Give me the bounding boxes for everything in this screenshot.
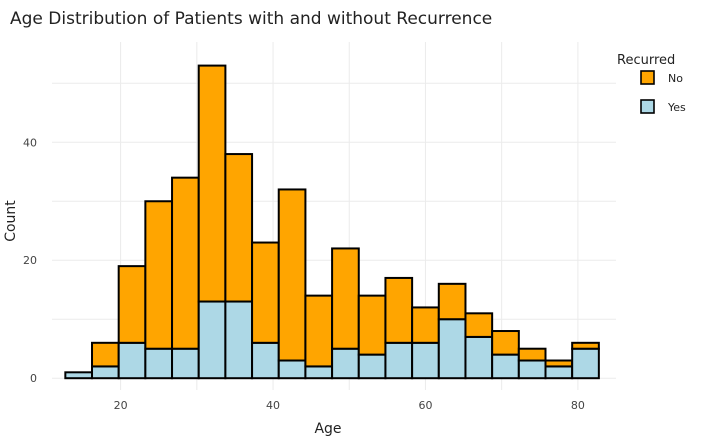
bar-yes-segment (91, 365, 120, 380)
x-axis-title: Age (314, 421, 341, 436)
bar-yes-segment (411, 341, 440, 380)
legend-swatch-yes (640, 99, 655, 114)
bar-no-segment (144, 200, 174, 350)
legend-swatch-no (640, 70, 655, 85)
bar-no-segment (464, 312, 494, 338)
legend: Recurred No Yes (617, 53, 686, 114)
bar-yes-segment (197, 300, 227, 380)
bar-no-segment (91, 341, 120, 368)
bar-yes-segment (171, 347, 200, 380)
x-tick-label: 80 (571, 399, 585, 412)
bar-yes-segment (144, 347, 174, 380)
bar-yes-segment (331, 347, 360, 380)
bar-no-segment (384, 276, 414, 344)
x-tick-label: 60 (418, 399, 432, 412)
bar-yes-segment (251, 341, 280, 380)
chart-title: Age Distribution of Patients with and wi… (10, 9, 492, 29)
legend-label-yes: Yes (667, 101, 686, 114)
legend-label-no: No (668, 72, 683, 85)
x-tick-label: 20 (114, 399, 128, 412)
bar-yes-segment (491, 353, 520, 380)
y-axis-title: Count (3, 200, 19, 242)
bar-yes-segment (64, 371, 94, 380)
x-tick-label: 40 (266, 399, 280, 412)
bar-no-segment (224, 153, 254, 303)
bar-yes-segment (384, 341, 414, 380)
bar-no-segment (357, 294, 387, 356)
bar-yes-segment (437, 318, 467, 380)
bar-yes-segment (464, 335, 494, 380)
bar-no-segment (544, 359, 574, 368)
bar-no-segment (437, 282, 467, 321)
bar-yes-segment (544, 365, 574, 380)
bar-yes-segment (277, 359, 307, 380)
y-tick-label: 20 (23, 254, 37, 267)
bar-no-segment (491, 330, 520, 356)
bar-no-segment (197, 64, 227, 303)
bar-no-segment (117, 265, 147, 344)
bar-no-segment (571, 341, 600, 350)
axis-tick-labels: 20 40 60 80 0 20 40 (23, 136, 585, 412)
bar-yes-segment (304, 365, 334, 380)
bar-no-segment (304, 294, 334, 368)
legend-items: No Yes (640, 70, 686, 114)
bar-no-segment (411, 306, 440, 344)
bar-no-segment (171, 176, 200, 350)
y-tick-label: 0 (30, 372, 37, 385)
bar-yes-segment (117, 341, 147, 380)
bar-yes-segment (517, 359, 547, 380)
bar-yes-segment (224, 300, 254, 380)
bar-yes-segment (571, 347, 600, 380)
bar-yes-segment (357, 353, 387, 380)
histogram-bars (64, 64, 600, 380)
y-tick-label: 40 (23, 136, 37, 149)
bar-no-segment (251, 241, 280, 344)
bar-no-segment (331, 247, 360, 350)
bar-no-segment (277, 188, 307, 362)
legend-title: Recurred (617, 53, 675, 68)
bar-no-segment (517, 347, 547, 362)
